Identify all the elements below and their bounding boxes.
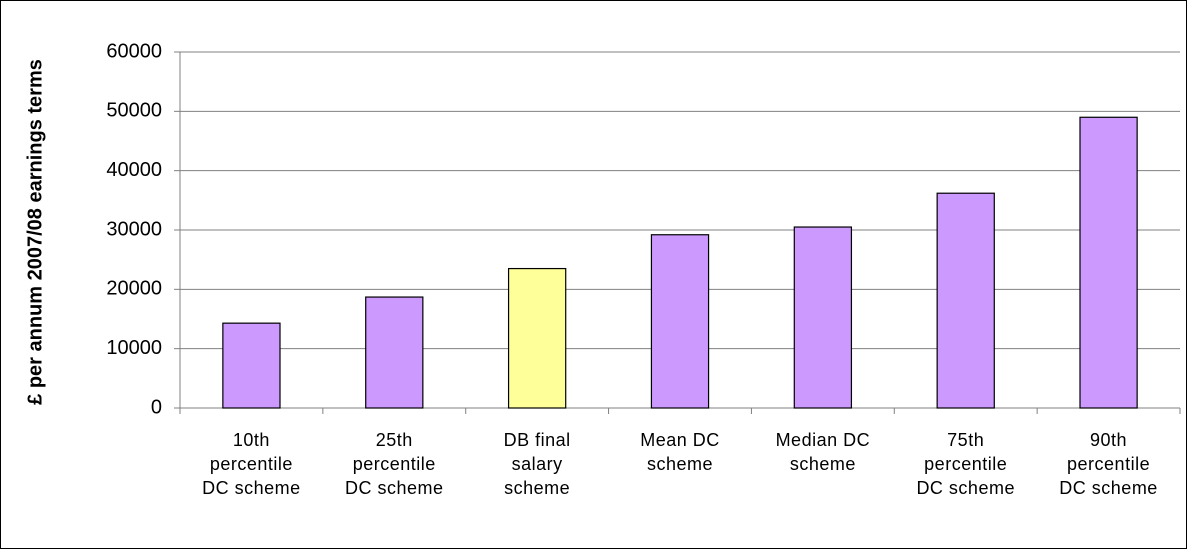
y-tick-label: 30000 [106, 218, 162, 240]
x-tick-label: 75th percentile DC scheme [916, 430, 1015, 498]
y-axis-label: £ per annum 2007/08 earnings terms [24, 59, 46, 405]
x-tick-label: 10th percentile DC scheme [202, 430, 301, 498]
bar [650, 234, 710, 409]
y-tick-label: 20000 [106, 278, 162, 300]
bar [507, 267, 567, 409]
y-tick-label: 10000 [106, 337, 162, 359]
bar [793, 226, 853, 409]
x-tick-label: DB final salary scheme [503, 430, 571, 498]
y-tick-label: 0 [151, 396, 162, 418]
bar [365, 296, 424, 409]
bar [222, 322, 281, 409]
bar [936, 192, 995, 409]
x-tick-label: 25th percentile DC scheme [345, 430, 444, 498]
x-tick-label: Median DC scheme [775, 430, 871, 474]
x-tick-label: Mean DC scheme [640, 430, 720, 474]
x-tick-label: 90th percentile DC scheme [1059, 430, 1158, 498]
y-tick-label: 40000 [106, 159, 162, 181]
y-tick-label: 60000 [106, 40, 162, 62]
y-tick-label: 50000 [106, 100, 162, 122]
bar [1079, 116, 1138, 409]
